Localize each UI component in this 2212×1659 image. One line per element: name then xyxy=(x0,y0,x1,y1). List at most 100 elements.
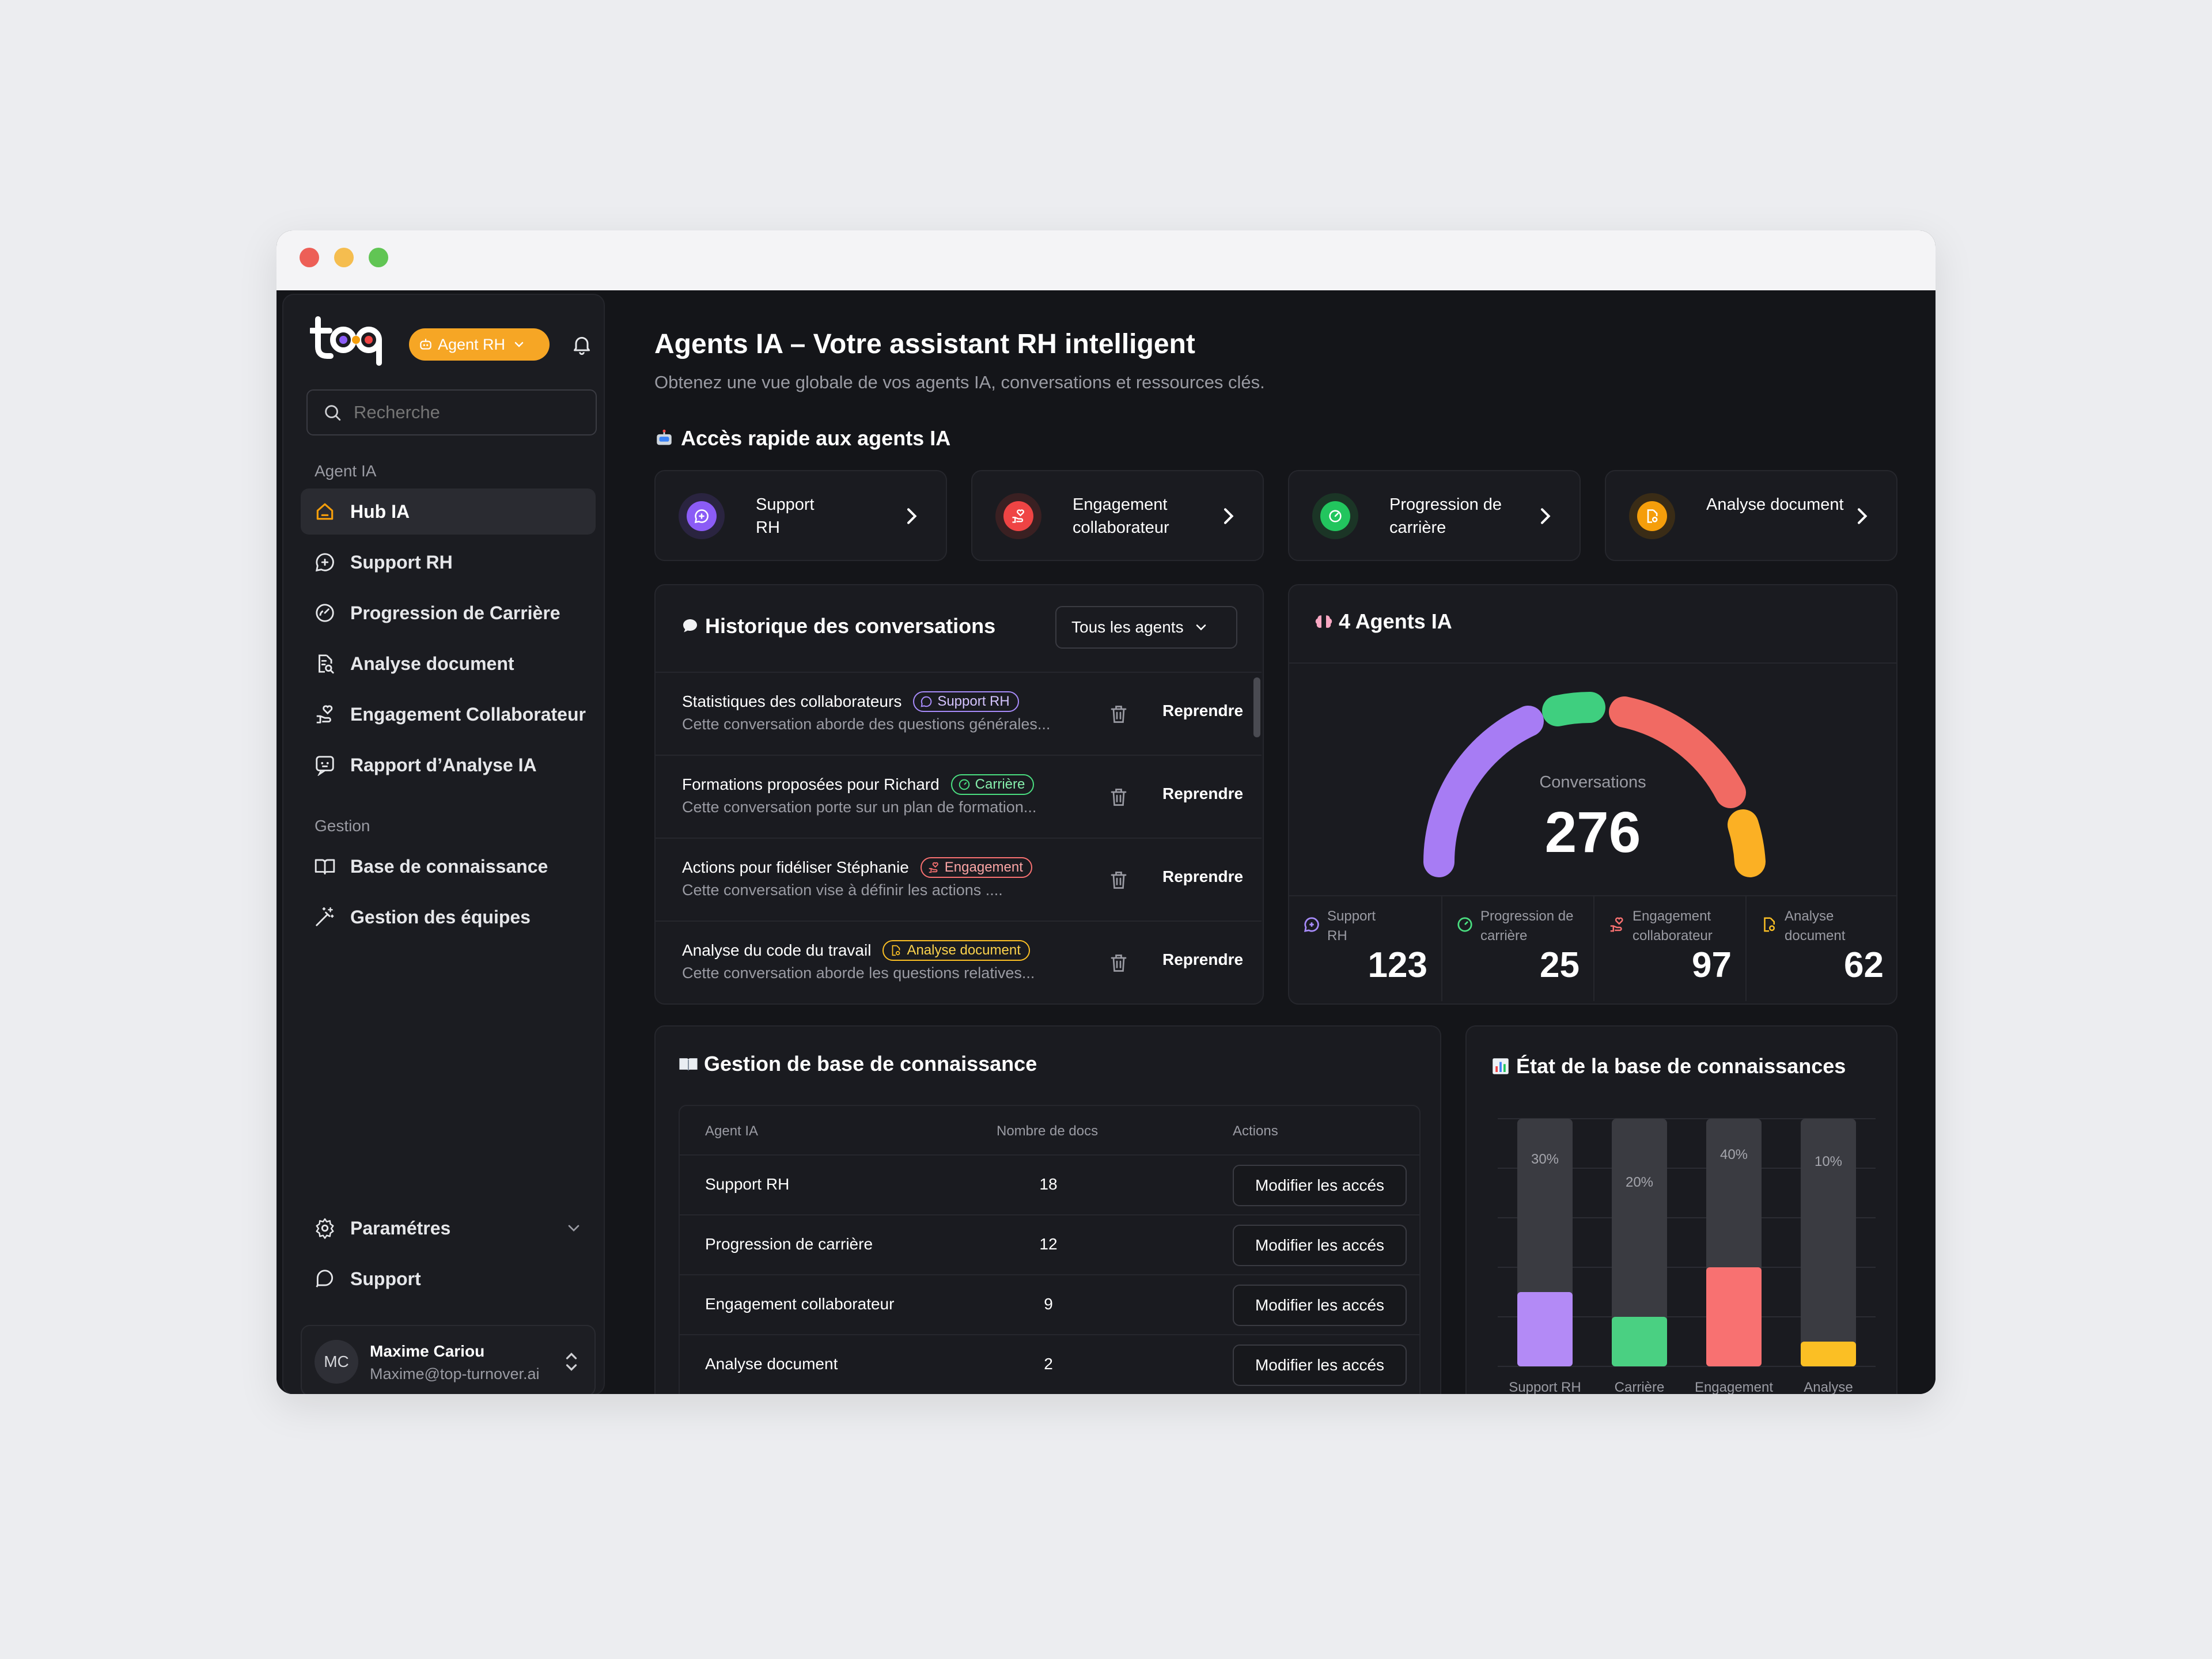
hand-heart-icon xyxy=(1608,916,1626,933)
conversation-preview: Cette conversation aborde les questions … xyxy=(682,964,1035,982)
gear-icon xyxy=(313,1217,336,1240)
conversation-title: Analyse du code du travail xyxy=(682,941,872,959)
modify-access-button[interactable]: Modifier les accés xyxy=(1233,1225,1407,1266)
sidebar-item-progression-carriere[interactable]: Progression de Carrière xyxy=(301,590,596,636)
chat-support-icon xyxy=(687,501,717,531)
sidebar-item-label: Gestion des équipes xyxy=(350,906,531,927)
bar-value-label: 30% xyxy=(1531,1152,1559,1167)
conversation-title-line: Analyse du code du travail Analyse docum… xyxy=(682,940,1030,961)
robot-icon xyxy=(418,337,433,352)
sidebar-item-label: Engagement Collaborateur xyxy=(350,703,586,725)
trash-icon[interactable] xyxy=(1108,703,1129,726)
quick-access-support-rh[interactable]: Support RH xyxy=(654,470,947,561)
sidebar-item-support[interactable]: Support xyxy=(301,1256,596,1302)
quick-access-label: Support RH xyxy=(756,495,815,537)
quick-access-engagement[interactable]: Engagement collaborateur xyxy=(971,470,1264,561)
table-row: Progression de carrière 12 Modifier les … xyxy=(680,1214,1419,1274)
gauge-segment-analyse xyxy=(1728,809,1766,877)
conversation-title-line: Actions pour fidéliser Stéphanie Engagem… xyxy=(682,857,1032,878)
knowledge-state-card: État de la base de connaissances 30% Supp… xyxy=(1465,1025,1897,1394)
sidebar-item-label: Progression de Carrière xyxy=(350,602,560,623)
bar-value-label: 20% xyxy=(1626,1175,1653,1190)
chevron-right-icon xyxy=(1217,505,1240,528)
modify-access-button[interactable]: Modifier les accés xyxy=(1233,1285,1407,1326)
chat-support-icon xyxy=(1303,916,1320,933)
docs-count-cell: 9 xyxy=(1044,1295,1053,1313)
quick-access-label: Progression de carrière xyxy=(1389,495,1502,537)
icon-ring xyxy=(679,493,725,539)
conversation-title: Formations proposées pour Richard xyxy=(682,775,940,793)
resume-button[interactable]: Reprendre xyxy=(1162,785,1244,802)
conversation-title-line: Formations proposées pour Richard Carriè… xyxy=(682,774,1035,795)
modify-access-button[interactable]: Modifier les accés xyxy=(1233,1165,1407,1206)
sidebar-item-label: Analyse document xyxy=(350,653,514,674)
chevron-down-icon xyxy=(565,1219,583,1237)
section-label-gestion: Gestion xyxy=(315,817,370,835)
sidebar-item-base-connaissance[interactable]: Base de connaissance xyxy=(301,843,596,889)
scrollbar[interactable] xyxy=(1253,677,1260,737)
bar-1 xyxy=(1517,1292,1573,1366)
conversation-row[interactable]: Actions pour fidéliser Stéphanie Engagem… xyxy=(656,838,1262,921)
quick-access-progression[interactable]: Progression de carrière xyxy=(1288,470,1581,561)
sidebar-item-analyse-document[interactable]: Analyse document xyxy=(301,641,596,687)
quick-access-label: Analyse document xyxy=(1706,495,1844,514)
trash-icon[interactable] xyxy=(1108,786,1129,809)
avatar: MC xyxy=(315,1340,358,1384)
sidebar-item-support-rh[interactable]: Support RH xyxy=(301,539,596,585)
user-profile-card[interactable]: MC Maxime Cariou Maxime@top-turnover.ai xyxy=(301,1325,596,1394)
conversation-row[interactable]: Analyse du code du travail Analyse docum… xyxy=(656,921,1262,1003)
conversation-history-card: Historique des conversations Tous les ag… xyxy=(654,584,1264,1005)
stat-value: 123 xyxy=(1368,945,1427,985)
user-name: Maxime Cariou xyxy=(370,1342,485,1360)
user-email: Maxime@top-turnover.ai xyxy=(370,1365,540,1382)
sidebar-item-hub-ia[interactable]: Hub IA xyxy=(301,488,596,535)
stat-value: 97 xyxy=(1692,945,1732,985)
agent-cell: Analyse document xyxy=(705,1355,838,1373)
conversation-row[interactable]: Statistiques des collaborateurs Support … xyxy=(656,672,1262,755)
trash-icon[interactable] xyxy=(1108,869,1129,892)
resume-button[interactable]: Reprendre xyxy=(1162,702,1244,719)
column-header: Agent IA xyxy=(705,1123,759,1139)
agent-badge-label: Analyse document xyxy=(907,942,1021,958)
maximize-window-button[interactable] xyxy=(369,248,388,267)
agent-selector[interactable]: Agent RH xyxy=(409,328,550,361)
sidebar-item-gestion-equipes[interactable]: Gestion des équipes xyxy=(301,894,596,940)
quick-access-label: Engagement collaborateur xyxy=(1073,495,1169,537)
conversation-title: Actions pour fidéliser Stéphanie xyxy=(682,858,909,876)
search-box[interactable] xyxy=(306,389,597,435)
conversation-preview: Cette conversation vise à définir les ac… xyxy=(682,881,1003,899)
sidebar-item-engagement-collaborateur[interactable]: Engagement Collaborateur xyxy=(301,691,596,737)
resume-button[interactable]: Reprendre xyxy=(1162,950,1244,968)
notification-bell-icon[interactable] xyxy=(570,333,593,356)
icon-ring xyxy=(1312,493,1358,539)
conversation-row[interactable]: Formations proposées pour Richard Carriè… xyxy=(656,755,1262,838)
bar-chart-emoji-icon xyxy=(1492,1058,1509,1075)
gauge-icon xyxy=(1320,501,1350,531)
sidebar-item-parametres[interactable]: Paramétres xyxy=(301,1205,596,1251)
resume-button[interactable]: Reprendre xyxy=(1162,868,1244,885)
conversations-gauge xyxy=(1423,692,1766,877)
close-window-button[interactable] xyxy=(300,248,319,267)
top-logo[interactable] xyxy=(308,315,396,366)
table-row: Analyse document 2 Modifier les accés xyxy=(680,1334,1419,1394)
stat-progression: Progression de carrière 25 xyxy=(1441,895,1593,1001)
search-input[interactable] xyxy=(353,402,585,423)
agent-selector-label: Agent RH xyxy=(438,335,506,353)
search-icon xyxy=(323,403,342,422)
history-heading: Historique des conversations xyxy=(681,614,995,638)
main-content: Agents IA – Votre assistant RH intellige… xyxy=(654,290,1924,1394)
chat-support-icon xyxy=(313,551,336,574)
avatar-initials: MC xyxy=(324,1353,349,1370)
conversation-title: Statistiques des collaborateurs xyxy=(682,692,902,710)
agent-filter-dropdown[interactable]: Tous les agents xyxy=(1055,606,1237,649)
trash-icon[interactable] xyxy=(1108,952,1129,975)
quick-access-analyse-document[interactable]: Analyse document xyxy=(1605,470,1897,561)
minimize-window-button[interactable] xyxy=(334,248,354,267)
icon-ring xyxy=(1629,493,1675,539)
kb-heading: Gestion de base de connaissance xyxy=(679,1052,1037,1076)
history-title: Historique des conversations xyxy=(705,614,996,638)
stat-value: 62 xyxy=(1844,945,1884,985)
modify-access-button[interactable]: Modifier les accés xyxy=(1233,1344,1407,1386)
page-subtitle: Obtenez une vue globale de vos agents IA… xyxy=(654,372,1265,392)
sidebar-item-rapport-analyse[interactable]: Rapport d’Analyse IA xyxy=(301,742,596,788)
